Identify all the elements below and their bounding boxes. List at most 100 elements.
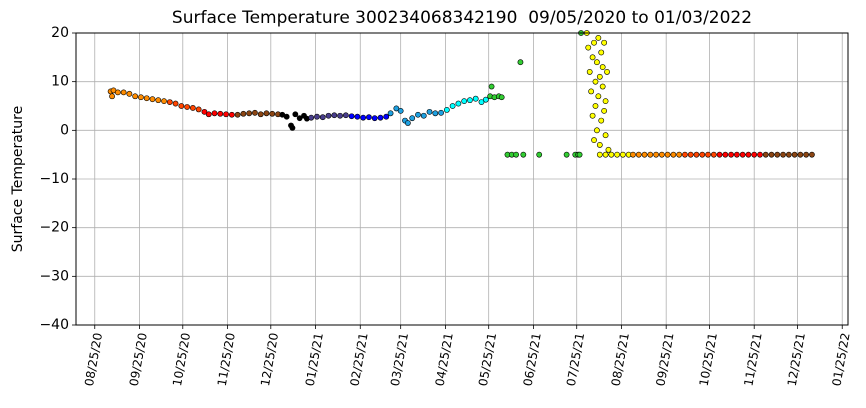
data-point xyxy=(438,109,444,116)
x-tick-label: 07/25/21 xyxy=(564,332,587,388)
data-point xyxy=(143,95,150,102)
x-tick-label: 02/25/21 xyxy=(348,332,371,388)
data-point xyxy=(653,151,659,158)
data-point xyxy=(246,110,253,117)
data-point xyxy=(371,115,378,122)
data-point xyxy=(591,39,597,46)
data-point xyxy=(595,34,602,41)
data-point xyxy=(809,151,815,158)
data-point xyxy=(482,96,489,103)
data-point xyxy=(716,151,723,158)
data-point xyxy=(591,137,597,143)
data-point xyxy=(599,64,606,70)
data-point xyxy=(228,111,235,118)
data-point xyxy=(803,151,810,158)
data-point xyxy=(184,104,191,110)
data-point xyxy=(513,151,520,158)
data-point xyxy=(354,113,361,120)
data-point xyxy=(172,100,179,107)
data-point xyxy=(705,151,711,158)
data-point xyxy=(387,110,394,117)
data-point xyxy=(536,151,543,158)
data-point xyxy=(598,117,605,124)
data-point xyxy=(449,103,456,109)
data-point xyxy=(596,151,603,158)
x-tick-label: 08/25/20 xyxy=(82,332,105,388)
y-tick-label: −30 xyxy=(39,268,69,284)
data-point xyxy=(722,151,729,158)
data-point xyxy=(360,114,367,121)
x-tick-label: 11/25/20 xyxy=(215,332,238,388)
data-point xyxy=(619,151,626,158)
data-point xyxy=(768,151,775,158)
data-point xyxy=(604,69,610,75)
data-point xyxy=(252,109,258,116)
data-point xyxy=(614,151,621,158)
data-point xyxy=(455,100,462,107)
data-point xyxy=(699,151,706,158)
data-point xyxy=(682,151,688,158)
x-tick-label: 01/25/22 xyxy=(829,332,852,388)
data-point xyxy=(592,103,599,109)
data-point xyxy=(598,49,605,56)
data-point xyxy=(314,113,320,120)
x-tick-label: 09/25/21 xyxy=(653,332,676,388)
data-point xyxy=(223,111,229,118)
data-point xyxy=(745,151,752,158)
data-point xyxy=(602,151,609,158)
data-point xyxy=(240,110,247,117)
data-point xyxy=(596,73,603,80)
data-point xyxy=(467,97,473,104)
data-point xyxy=(426,108,433,115)
y-tick-label: −10 xyxy=(39,171,69,187)
data-point xyxy=(693,151,700,158)
data-point xyxy=(443,106,450,113)
data-point xyxy=(517,59,524,66)
data-point xyxy=(588,88,595,95)
data-point xyxy=(608,151,615,158)
data-point xyxy=(630,151,636,158)
data-point xyxy=(739,151,746,158)
data-point xyxy=(383,113,390,120)
data-point xyxy=(155,97,162,104)
data-point xyxy=(774,151,781,158)
x-tick-label: 11/25/21 xyxy=(741,332,764,388)
data-point xyxy=(404,120,411,126)
data-point xyxy=(166,99,173,106)
data-point xyxy=(366,114,372,121)
x-tick-label: 10/25/20 xyxy=(170,332,193,388)
data-point xyxy=(337,112,343,119)
y-tick-label: 0 xyxy=(60,122,69,138)
data-point xyxy=(602,98,609,105)
plot-frame xyxy=(75,32,849,326)
x-tick-label: 01/25/21 xyxy=(303,332,326,388)
data-point xyxy=(161,98,167,105)
data-point xyxy=(114,89,121,96)
data-point xyxy=(602,132,609,139)
data-point xyxy=(126,90,133,97)
data-point xyxy=(432,110,439,117)
x-tick-label: 09/25/20 xyxy=(127,332,150,388)
y-tick-label: −20 xyxy=(39,220,69,236)
data-point xyxy=(331,112,338,119)
data-point xyxy=(409,115,416,122)
data-point xyxy=(296,115,303,122)
data-point xyxy=(488,83,495,90)
x-tick-label: 10/25/21 xyxy=(697,332,720,388)
data-point xyxy=(308,114,315,121)
data-point xyxy=(342,112,349,119)
data-point xyxy=(269,110,276,117)
data-point xyxy=(757,151,763,158)
data-point xyxy=(195,106,202,113)
data-point xyxy=(670,151,677,158)
data-point xyxy=(263,110,270,117)
data-point xyxy=(596,142,603,148)
data-point xyxy=(178,103,185,109)
data-point xyxy=(592,78,599,85)
x-tick-label: 06/25/21 xyxy=(521,332,544,388)
data-point xyxy=(109,93,115,100)
data-point xyxy=(780,151,786,158)
data-point xyxy=(283,113,290,120)
data-point xyxy=(641,151,648,158)
data-point xyxy=(132,93,139,100)
